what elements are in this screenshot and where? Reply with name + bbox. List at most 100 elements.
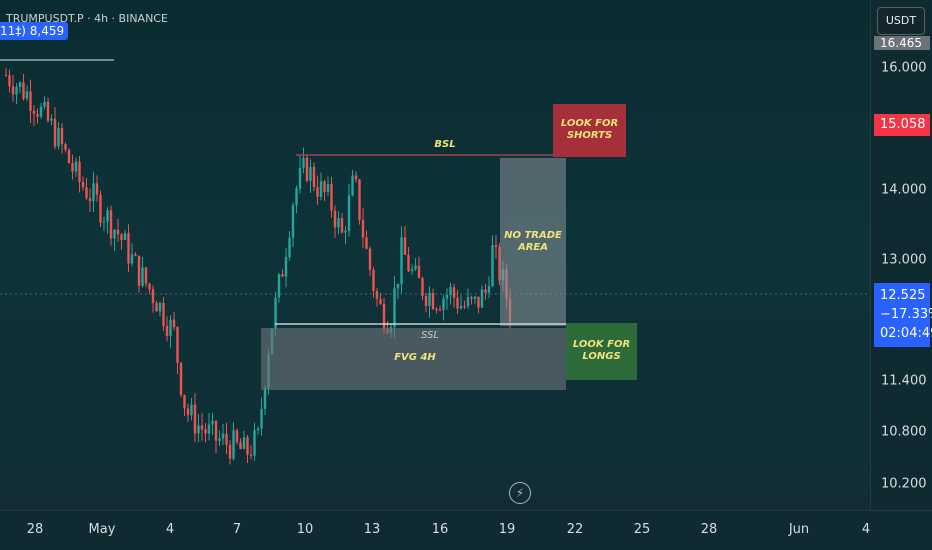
candle-body	[414, 265, 417, 270]
last-price: 12.525	[880, 288, 926, 303]
candle-body	[347, 195, 351, 231]
lightning-icon[interactable]: ⚡	[509, 482, 531, 504]
candle-body	[64, 144, 67, 150]
candle-body	[123, 233, 127, 240]
candle-body	[235, 430, 239, 443]
candle-body	[449, 287, 452, 296]
longs-box	[566, 323, 637, 380]
candle-body	[421, 278, 424, 296]
candle-body	[81, 181, 85, 188]
candle-body	[396, 283, 400, 289]
candle-body	[29, 91, 32, 111]
candle-body	[8, 75, 11, 87]
candle-body	[473, 296, 477, 299]
candle-body	[417, 265, 421, 279]
candle-body	[193, 404, 197, 434]
candle-body	[498, 246, 501, 281]
candle-body	[344, 230, 347, 233]
no-trade-zone	[500, 158, 566, 326]
x-tick: 4	[861, 522, 871, 537]
candle-body	[316, 187, 319, 197]
candle-body	[438, 309, 442, 311]
candle-body	[431, 293, 435, 310]
candle-body	[403, 237, 407, 255]
candle-body	[260, 408, 263, 429]
candle-body	[459, 306, 463, 309]
candle-body	[162, 302, 165, 326]
candle-body	[246, 437, 249, 455]
candle-body	[165, 325, 169, 336]
candle-body	[141, 267, 144, 286]
x-tick: 10	[296, 522, 314, 537]
candle-body	[214, 420, 218, 441]
candle-body	[74, 161, 78, 172]
candle-body	[253, 430, 256, 456]
y-tick-16: 16.000	[881, 60, 927, 76]
candle-body	[337, 218, 340, 228]
indicator-label[interactable]: 11‡) 8,459	[0, 22, 69, 40]
candle-body	[326, 184, 330, 192]
candle-body	[137, 255, 141, 286]
candle-body	[368, 248, 372, 270]
price-axis[interactable]: USDT 16.465 16.000 15.058 14.000 13.000 …	[870, 0, 932, 510]
time-axis[interactable]: 28 May 4 7 10 13 16 19 22 25 28 Jun 4	[0, 510, 932, 550]
candle-body	[186, 408, 190, 416]
candle-body	[130, 254, 134, 264]
candle-body	[407, 254, 410, 272]
candle-body	[263, 387, 267, 409]
candlestick-chart[interactable]	[0, 0, 870, 510]
candle-body	[228, 444, 232, 459]
candle-body	[176, 327, 179, 363]
currency-button[interactable]: USDT	[877, 7, 925, 35]
candle-body	[144, 267, 148, 284]
plot-area[interactable]: TRUMPUSDT.P · 4h · BINANCE 11‡) 8,459 BS…	[0, 0, 870, 510]
candle-body	[204, 429, 207, 434]
last-price-badge: 12.525 −17.33% 02:04:49	[874, 283, 932, 347]
candle-body	[11, 86, 15, 95]
candle-body	[211, 420, 214, 425]
x-tick: 19	[498, 522, 516, 537]
candle-body	[361, 220, 365, 238]
candle-body	[477, 296, 480, 308]
candle-body	[424, 295, 428, 306]
candle-body	[330, 184, 333, 211]
candle-body	[15, 86, 18, 95]
candle-timer: 02:04:49	[880, 326, 932, 341]
candle-body	[484, 289, 487, 293]
candle-body	[53, 118, 57, 147]
x-tick: 4	[165, 522, 175, 537]
candle-body	[190, 404, 193, 416]
candle-body	[333, 210, 337, 228]
x-tick: 16	[431, 522, 449, 537]
candle-body	[43, 101, 46, 107]
candle-body	[85, 187, 88, 199]
x-tick: 13	[363, 522, 381, 537]
candle-body	[218, 438, 221, 441]
candle-body	[120, 234, 123, 240]
candle-body	[354, 175, 358, 180]
ssl-label: SSL	[421, 330, 439, 341]
bsl-label: BSL	[434, 139, 456, 150]
candle-body	[393, 288, 396, 328]
candle-body	[221, 433, 225, 439]
candle-body	[71, 163, 74, 172]
candle-body	[46, 101, 50, 121]
x-tick: 28	[26, 522, 44, 537]
candle-body	[36, 113, 39, 117]
candle-body	[435, 309, 438, 311]
candle-body	[358, 179, 361, 221]
candle-body	[50, 118, 53, 121]
candle-body	[32, 110, 36, 114]
x-tick: 22	[566, 522, 584, 537]
fvg-zone	[261, 328, 566, 390]
candle-body	[155, 302, 158, 312]
candle-body	[494, 245, 498, 247]
candle-body	[148, 283, 151, 290]
candle-body	[452, 287, 456, 298]
candle-body	[470, 297, 473, 299]
candle-body	[116, 229, 120, 235]
candle-body	[466, 297, 470, 307]
candle-body	[284, 257, 288, 277]
candle-body	[39, 106, 43, 117]
candle-body	[456, 297, 459, 309]
